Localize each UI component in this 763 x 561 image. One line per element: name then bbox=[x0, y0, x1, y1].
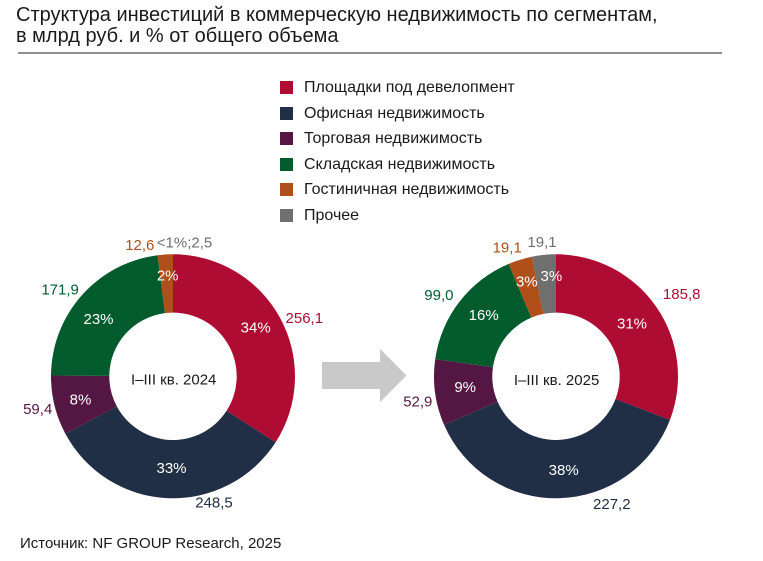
svg-text:8%: 8% bbox=[70, 391, 92, 408]
svg-text:3%: 3% bbox=[541, 268, 563, 285]
svg-text:19,1: 19,1 bbox=[493, 239, 522, 256]
svg-text:19,1: 19,1 bbox=[527, 234, 556, 251]
svg-text:171,9: 171,9 bbox=[41, 282, 79, 299]
svg-text:9%: 9% bbox=[454, 379, 476, 396]
svg-text:256,1: 256,1 bbox=[286, 310, 324, 327]
svg-text:59,4: 59,4 bbox=[23, 401, 52, 418]
svg-text:31%: 31% bbox=[617, 315, 647, 332]
svg-text:34%: 34% bbox=[241, 320, 271, 337]
svg-text:23%: 23% bbox=[83, 311, 113, 328]
svg-text:33%: 33% bbox=[156, 460, 186, 477]
svg-text:38%: 38% bbox=[549, 462, 579, 479]
svg-text:I–III кв. 2025: I–III кв. 2025 bbox=[514, 372, 599, 389]
svg-text:3%: 3% bbox=[516, 274, 538, 291]
svg-text:52,9: 52,9 bbox=[403, 394, 432, 411]
svg-text:227,2: 227,2 bbox=[593, 496, 631, 513]
svg-text:16%: 16% bbox=[469, 307, 499, 324]
svg-text:2%: 2% bbox=[157, 268, 179, 285]
svg-text:<1%;2,5: <1%;2,5 bbox=[157, 234, 212, 251]
svg-text:12,6: 12,6 bbox=[125, 237, 154, 254]
svg-text:248,5: 248,5 bbox=[195, 495, 233, 512]
svg-text:185,8: 185,8 bbox=[663, 286, 701, 303]
svg-text:99,0: 99,0 bbox=[424, 287, 453, 304]
svg-text:I–III кв. 2024: I–III кв. 2024 bbox=[131, 372, 216, 389]
